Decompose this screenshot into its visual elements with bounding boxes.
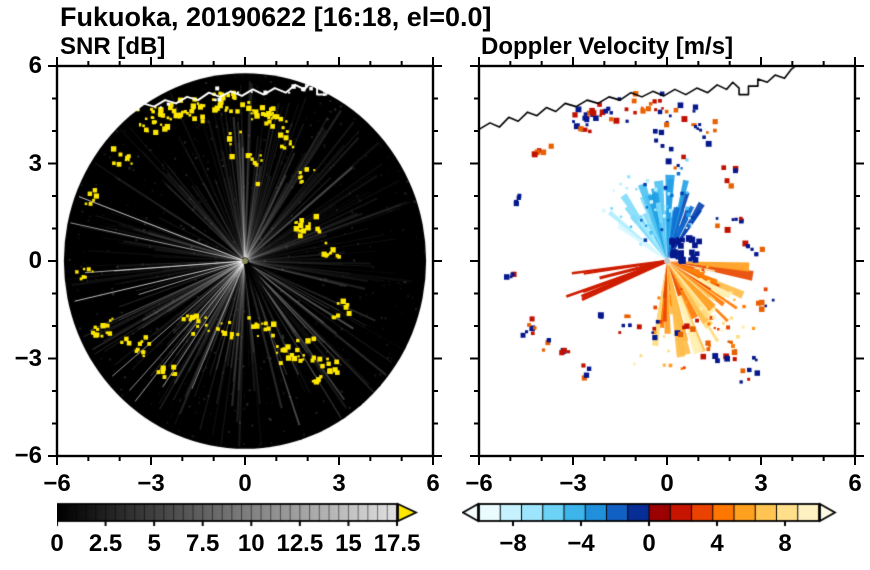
x-tick-label: 3 [754,470,768,497]
y-tick-label: 0 [28,247,42,274]
velocity-colorbar-label: 4 [710,530,724,557]
velocity-colorbar-label: 8 [778,530,792,557]
y-tick-label: 6 [28,52,42,79]
snr-colorbar-label: 17.5 [373,530,421,557]
x-tick-label: 0 [238,470,252,497]
snr-colorbar-label: 12.5 [276,530,324,557]
x-tick-label: −3 [137,470,165,497]
x-tick-label: −6 [43,470,71,497]
x-tick-label: −6 [465,470,493,497]
doppler-velocity-ppi-plot [479,66,855,456]
y-tick-label: −3 [14,344,42,372]
figure-title: Fukuoka, 20190622 [16:18, el=0.0] [60,2,492,32]
x-tick-label: −3 [559,470,587,497]
x-tick-label: 6 [848,470,862,497]
snr-ppi-plot [57,66,433,456]
snr-colorbar-label: 10 [237,530,265,557]
velocity-panel-title: Doppler Velocity [m/s] [481,33,734,60]
y-tick-label: 3 [28,149,42,177]
y-tick-label: −6 [14,442,42,469]
snr-colorbar [57,502,433,548]
snr-colorbar-label: 2.5 [88,530,123,557]
snr-colorbar-label: 15 [335,530,362,557]
velocity-colorbar-label: −8 [499,530,527,557]
x-tick-label: 3 [332,470,346,497]
velocity-colorbar-label: −4 [567,530,595,557]
snr-panel-title: SNR [dB] [60,33,166,60]
snr-colorbar-label: 7.5 [186,530,220,557]
x-tick-label: 6 [426,470,440,497]
velocity-colorbar [462,502,838,548]
x-tick-label: 0 [660,470,674,497]
snr-colorbar-label: 0 [50,530,64,557]
snr-colorbar-label: 5 [147,530,161,557]
velocity-colorbar-label: 0 [642,530,656,557]
